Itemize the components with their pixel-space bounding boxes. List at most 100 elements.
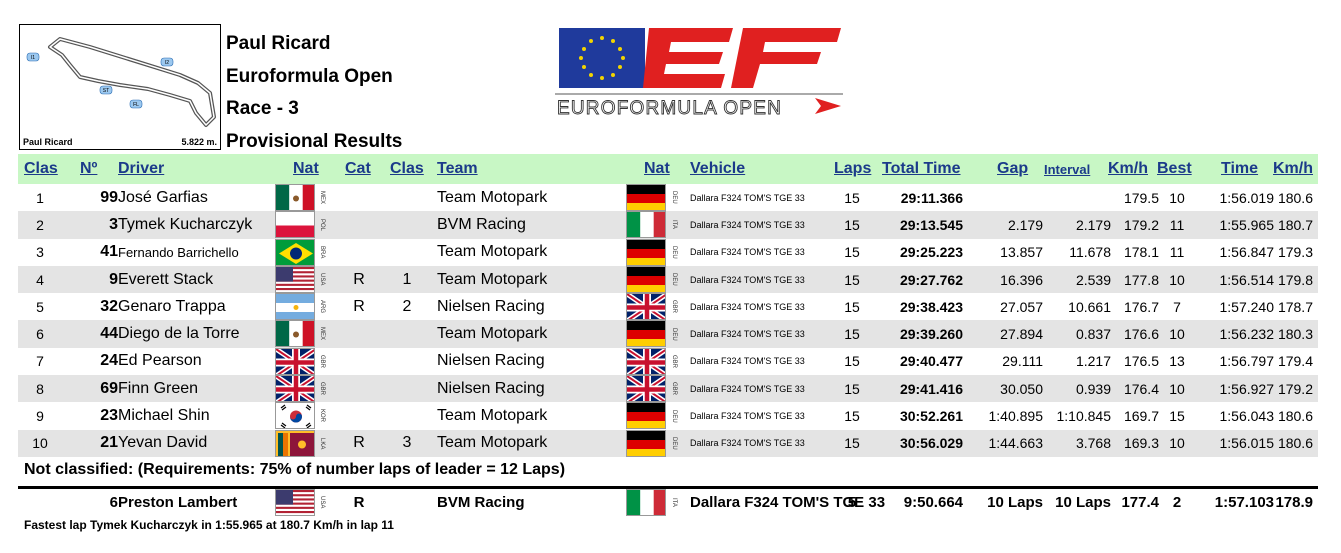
vehicle-cell: Dallara F324 TOM'S TGE 33 (690, 356, 805, 367)
driver-cell: Finn Green (118, 379, 199, 397)
vehicle-cell: Dallara F324 TOM'S TGE 33 (690, 301, 805, 312)
table-row[interactable]: 6 Preston Lambert R BVM Racing Dallara F324 … (18, 488, 1318, 517)
best-lap-cell: 11 (1169, 244, 1185, 261)
gap-cell (983, 184, 1043, 211)
speed-cell: 176.6 (1123, 326, 1159, 343)
team-cell: Team Motopark (437, 407, 548, 425)
table-row[interactable]: 3 41 Fernando Barrichello Team Motopark Dall… (18, 238, 1318, 266)
not-classified-title: Not classified: (Requirements: 75% of nu… (24, 461, 566, 479)
interval-cell: 1.217 (1075, 353, 1111, 370)
col-kmh[interactable]: Km/h (1108, 160, 1148, 177)
flag-ita-icon (626, 488, 666, 516)
best-speed-cell: 180.6 (1277, 189, 1313, 206)
class-cell (394, 348, 420, 375)
speed-cell: 169.7 (1123, 408, 1159, 425)
col-nat[interactable]: Nat (293, 160, 319, 177)
lap-time-cell: 1:55.965 (1219, 216, 1275, 233)
gap-cell: 1:40.895 (988, 408, 1044, 425)
col-time[interactable]: Time (1221, 160, 1259, 177)
class-cell: 2 (402, 297, 412, 315)
table-row[interactable]: 5 32 Genaro Trappa R 2 Nielsen Racing Dallara … (18, 293, 1318, 321)
table-row[interactable]: 8 69 Finn Green Nielsen Racing Dallara F324 … (18, 375, 1318, 403)
gap-cell: 2.179 (1007, 216, 1043, 233)
col-driver[interactable]: Driver (118, 160, 165, 177)
lap-time-cell: 1:56.797 (1219, 353, 1275, 370)
flag-deu-icon (626, 265, 666, 293)
vehicle-cell: Dallara F324 TOM'S TGE 33 (690, 192, 805, 203)
col-gap[interactable]: Gap (997, 160, 1029, 177)
track-layout-icon: I1 I2 ST FL (26, 37, 216, 127)
total-time-cell: 9:50.664 (903, 494, 963, 512)
driver-cell: Preston Lambert (118, 494, 238, 512)
category-cell: R (353, 270, 365, 288)
team-cell: Team Motopark (437, 188, 548, 206)
best-speed-cell: 179.3 (1277, 244, 1313, 261)
col-team[interactable]: Team (437, 160, 478, 177)
team-cell: BVM Racing (437, 215, 526, 233)
col-total-time[interactable]: Total Time (882, 160, 961, 177)
speed-cell: 176.7 (1123, 298, 1159, 315)
laps-cell: 5 (847, 494, 857, 512)
flag-deu-icon (626, 320, 666, 348)
col-number[interactable]: Nº (80, 160, 98, 177)
speed-cell: 178.1 (1123, 244, 1159, 261)
table-row[interactable]: 6 44 Diego de la Torre Team Motopark Dallara… (18, 320, 1318, 348)
total-time-cell: 30:52.261 (899, 408, 963, 425)
document-title: Provisional Results (226, 130, 403, 152)
col-team-nat[interactable]: Nat (644, 160, 670, 177)
table-row[interactable]: 4 9 Everett Stack R 1 Team Motopark Dallara F3… (18, 265, 1318, 294)
position-cell: 8 (36, 380, 44, 397)
best-lap-cell: 10 (1169, 271, 1185, 288)
category-cell (345, 320, 373, 347)
flag-ita-icon (626, 211, 666, 239)
speed-cell: 179.2 (1123, 216, 1159, 233)
team-nat-code: DEU (671, 191, 677, 204)
gap-cell: 1:44.663 (988, 435, 1044, 452)
circuit-title: Paul Ricard (226, 33, 331, 54)
flag-gbr-icon (275, 375, 315, 403)
col-class[interactable]: Clas (390, 160, 424, 177)
car-number-cell: 44 (100, 325, 118, 343)
col-cat[interactable]: Cat (345, 160, 371, 177)
col-laps[interactable]: Laps (834, 160, 872, 177)
col-interval[interactable]: Interval (1044, 161, 1091, 177)
flag-kor-icon (275, 402, 315, 430)
best-speed-cell: 178.9 (1275, 494, 1313, 512)
total-time-cell: 29:38.423 (899, 298, 963, 315)
position-cell: 6 (36, 326, 44, 343)
best-lap-cell: 10 (1169, 380, 1185, 397)
speed-cell: 179.5 (1123, 189, 1159, 206)
col-kmh-best[interactable]: Km/h (1273, 160, 1313, 177)
flag-deu-icon (626, 238, 666, 266)
best-speed-cell: 180.7 (1277, 216, 1313, 233)
team-cell: Nielsen Racing (437, 352, 545, 370)
col-clas[interactable]: Clas (24, 160, 58, 177)
speed-cell: 177.4 (1121, 494, 1159, 512)
lap-time-cell: 1:56.927 (1219, 380, 1275, 397)
class-cell (394, 211, 420, 238)
gap-cell: 30.050 (1000, 380, 1043, 397)
flag-deu-icon (626, 402, 666, 430)
table-row[interactable]: 9 23 Michael Shin Team Motopark Dallara F324… (18, 402, 1318, 430)
driver-nat-code: GBR (319, 354, 325, 368)
track-length: 5.822 m. (181, 137, 217, 147)
best-speed-cell: 179.2 (1277, 380, 1313, 397)
driver-nat-code: MEX (319, 327, 325, 341)
laps-cell: 15 (844, 271, 860, 288)
team-nat-code: DEU (671, 245, 677, 259)
team-nat-code: DEU (671, 436, 677, 450)
gap-cell: 10 Laps (987, 494, 1043, 512)
speed-cell: 169.3 (1123, 435, 1159, 452)
laps-cell: 15 (844, 216, 860, 233)
team-nat-code: ITA (671, 220, 677, 230)
col-best[interactable]: Best (1157, 160, 1192, 177)
table-row[interactable]: 10 21 Yevan David R 3 Team Motopark Dallara F3… (18, 429, 1318, 457)
table-row[interactable]: 2 3 Tymek Kucharczyk BVM Racing Dallara F324… (18, 211, 1318, 239)
table-row[interactable]: 1 99 José Garfias Team Motopark Dallara F324… (18, 184, 1318, 211)
col-vehicle[interactable]: Vehicle (690, 160, 746, 177)
interval-cell: 0.837 (1075, 326, 1111, 343)
interval-cell: 10.661 (1068, 298, 1111, 315)
lap-time-cell: 1:56.043 (1219, 408, 1275, 425)
table-row[interactable]: 7 24 Ed Pearson Nielsen Racing Dallara F324 … (18, 347, 1318, 375)
class-cell: 1 (402, 270, 412, 288)
